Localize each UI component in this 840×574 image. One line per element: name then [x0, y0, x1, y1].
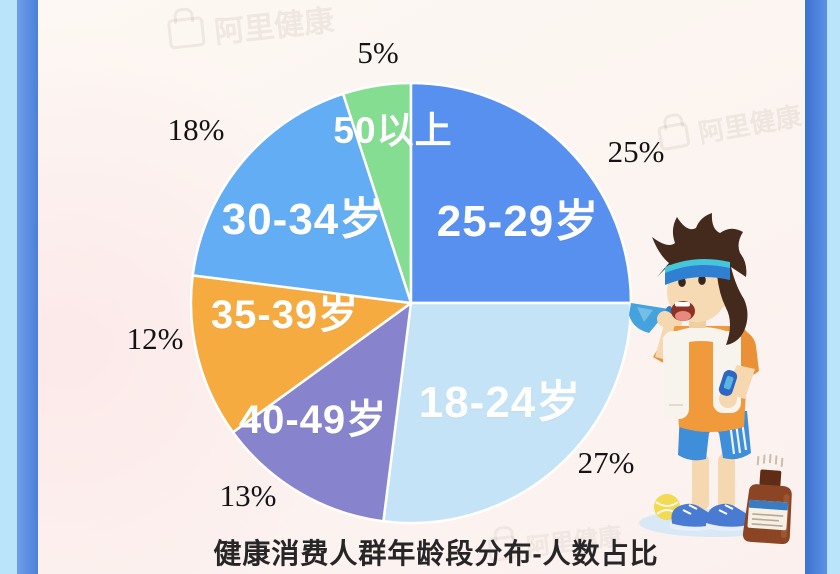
percent-label-0: 5% — [357, 35, 399, 70]
hair — [652, 213, 748, 345]
pie-slice-5 — [191, 92, 413, 305]
forearm — [718, 365, 755, 408]
eye — [698, 275, 706, 285]
percent-label-1: 25% — [607, 134, 665, 169]
pie-slice-2 — [382, 301, 633, 525]
slice-label-4: 35-39岁 — [210, 293, 360, 337]
slice-label-0: 50以上 — [333, 110, 453, 151]
frame-bar-left-inner — [17, 0, 38, 574]
slice-label-3: 40-49岁 — [238, 398, 388, 442]
pie-slice-1 — [409, 81, 633, 305]
percent-label-3: 13% — [219, 478, 277, 513]
leg — [692, 453, 709, 511]
pie-slice-4 — [189, 274, 413, 434]
head — [652, 213, 748, 345]
slice-label-1: 25-29岁 — [436, 197, 600, 246]
medicine-bottle-icon — [742, 453, 792, 545]
frame-bar-right-inner — [805, 0, 827, 574]
water-bottle-icon — [629, 303, 674, 333]
slice-label-2: 18-24岁 — [418, 378, 582, 427]
percent-label-2: 27% — [577, 445, 635, 480]
chart-title: 健康消费人群年龄段分布-人数占比 — [213, 538, 659, 569]
frame-bar-left-outer — [0, 0, 17, 574]
sneaker — [670, 503, 716, 531]
percent-label-4: 12% — [126, 321, 184, 356]
leg — [718, 453, 735, 511]
athlete-illustration — [629, 213, 792, 545]
sneaker — [706, 503, 752, 531]
slice-label-5: 30-34岁 — [221, 195, 385, 244]
frame-bar-right-outer — [827, 0, 840, 574]
percent-label-5: 18% — [167, 112, 225, 147]
headband-icon — [665, 262, 730, 285]
pie-slice-3 — [231, 301, 413, 523]
